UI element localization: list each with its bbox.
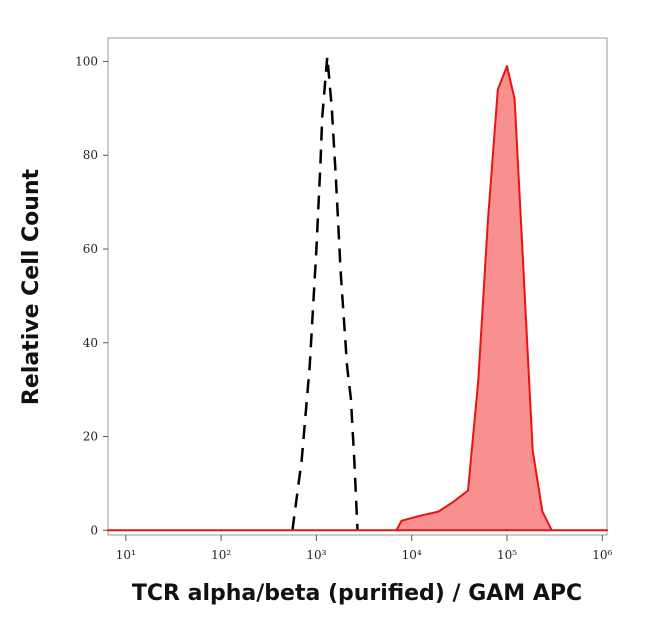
series-curve: [291, 55, 359, 531]
x-tick-label: 10²: [211, 548, 231, 562]
x-tick-label: 10⁵: [497, 548, 517, 562]
y-tick-label: 100: [75, 54, 98, 68]
x-tick-label: 10⁶: [592, 548, 612, 562]
plot-frame: [107, 37, 608, 536]
y-tick-label: 60: [83, 242, 98, 256]
x-tick-label: 10³: [306, 548, 326, 562]
y-tick-label: 40: [83, 336, 98, 350]
y-tick-label: 0: [90, 523, 98, 537]
x-axis-title: TCR alpha/beta (purified) / GAM APC: [132, 581, 582, 606]
y-axis-title: Relative Cell Count: [19, 168, 44, 405]
y-tick-label: 80: [83, 148, 98, 162]
x-tick-label: 10⁴: [402, 548, 422, 562]
x-tick-label: 10¹: [116, 548, 136, 562]
series-curve: [107, 65, 608, 532]
y-tick-label: 20: [83, 430, 98, 444]
